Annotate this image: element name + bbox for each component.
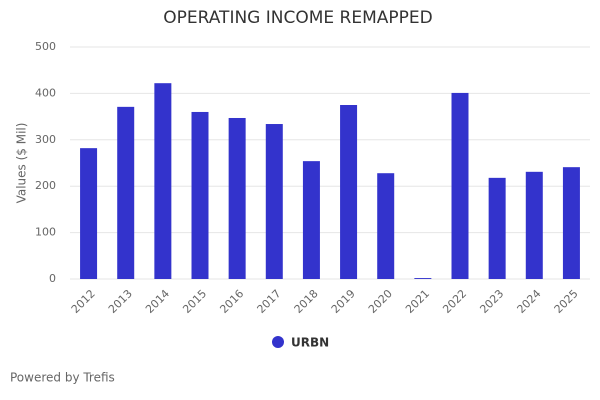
y-tick-label: 0 [49, 272, 56, 285]
x-tick-label: 2021 [403, 287, 432, 316]
bar [117, 106, 135, 279]
x-tick-label: 2019 [329, 287, 358, 316]
bar [302, 161, 320, 279]
legend-marker [272, 336, 284, 348]
x-tick-label: 2025 [552, 287, 581, 316]
y-tick-label: 400 [35, 86, 56, 99]
bar [414, 278, 432, 279]
x-tick-label: 2018 [292, 287, 321, 316]
y-tick-label: 200 [35, 179, 56, 192]
bar [488, 177, 506, 279]
x-tick-label: 2020 [366, 287, 395, 316]
bar [525, 171, 543, 279]
y-tick-label: 300 [35, 133, 56, 146]
x-tick-label: 2023 [477, 287, 506, 316]
bar [228, 117, 246, 279]
bar [340, 105, 358, 279]
x-tick-label: 2022 [440, 287, 469, 316]
y-tick-label: 100 [35, 226, 56, 239]
y-axis-label: Values ($ Mil) [15, 123, 29, 204]
x-tick-label: 2013 [106, 287, 135, 316]
bar [80, 148, 98, 279]
legend-label: URBN [291, 336, 329, 350]
y-tick-label: 500 [35, 40, 56, 53]
x-tick-label: 2014 [143, 287, 172, 316]
bar [562, 167, 580, 279]
bar [154, 83, 172, 279]
x-tick-label: 2015 [180, 287, 209, 316]
x-tick-label: 2024 [515, 287, 544, 316]
bar [191, 111, 209, 280]
x-tick-label: 2016 [217, 287, 246, 316]
footer: Powered by Trefis [10, 371, 115, 385]
bar [265, 124, 283, 279]
x-tick-label: 2012 [69, 287, 98, 316]
chart-title: OPERATING INCOME REMAPPED [163, 8, 432, 28]
bar [377, 173, 395, 279]
x-tick-label: 2017 [255, 287, 284, 316]
bar [451, 92, 469, 279]
